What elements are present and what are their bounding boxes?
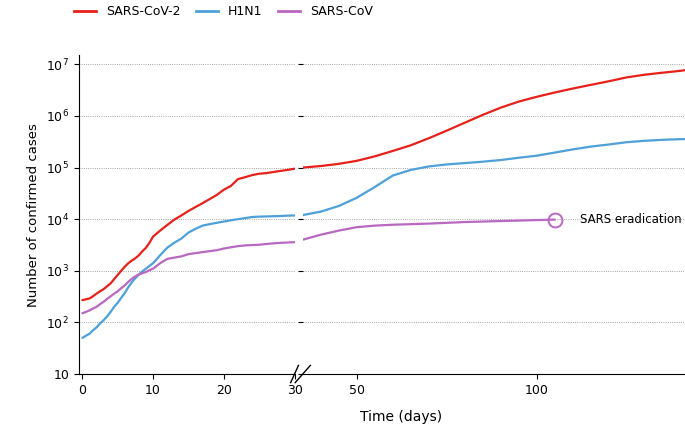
Text: SARS eradication: SARS eradication — [580, 213, 682, 226]
Y-axis label: Number of confirmed cases: Number of confirmed cases — [27, 123, 40, 306]
Text: Time (days): Time (days) — [360, 410, 443, 424]
Legend: SARS-CoV-2, H1N1, SARS-CoV: SARS-CoV-2, H1N1, SARS-CoV — [68, 0, 378, 23]
